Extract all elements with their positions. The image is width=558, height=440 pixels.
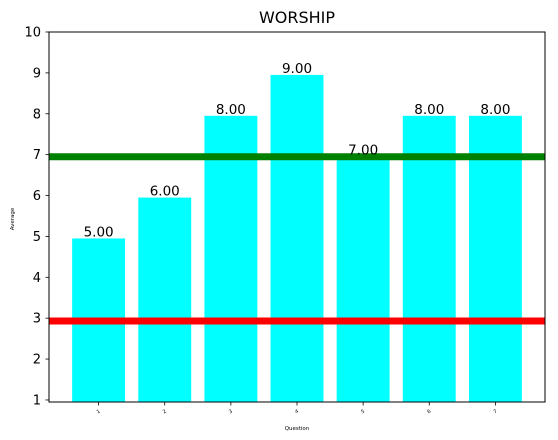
data-label-5: 7.00: [348, 143, 378, 159]
bar-4: [270, 74, 324, 403]
x-tick-label: 7: [493, 409, 499, 416]
y-tick-label: 6: [33, 189, 41, 204]
x-axis-label: Question: [285, 426, 310, 432]
y-tick-label: 3: [33, 312, 41, 327]
y-tick-label: 8: [33, 107, 41, 122]
y-axis-ticks: 1 2 3 4 5 6 7 8 9 10: [24, 26, 49, 408]
y-tick-label: 7: [33, 148, 41, 163]
y-tick-label: 2: [33, 353, 41, 368]
x-tick-label: 2: [162, 409, 168, 416]
bar-6: [402, 115, 456, 402]
x-tick-label: 6: [426, 409, 432, 416]
bars-group: [72, 74, 522, 403]
y-axis-label: Average: [10, 207, 16, 230]
y-tick-label: 9: [33, 66, 41, 81]
x-tick-label: 3: [228, 409, 234, 416]
reference-lines-group: [49, 153, 545, 325]
bar-3: [204, 115, 258, 402]
data-labels-group: 5.00 6.00 8.00 9.00 7.00 8.00 8.00: [84, 61, 511, 241]
y-tick-label: 1: [33, 393, 41, 408]
data-label-2: 6.00: [150, 184, 180, 200]
y-tick-label: 10: [24, 26, 41, 41]
data-label-6: 8.00: [414, 102, 444, 118]
data-label-1: 5.00: [84, 224, 114, 240]
data-label-3: 8.00: [216, 102, 246, 118]
data-label-7: 8.00: [480, 102, 510, 118]
x-tick-label: 1: [96, 409, 102, 416]
bar-2: [138, 197, 192, 402]
x-tick-label: 4: [294, 409, 300, 416]
chart-title: WORSHIP: [259, 8, 335, 27]
data-label-4: 9.00: [282, 61, 312, 77]
bar-7: [468, 115, 522, 402]
bar-5: [336, 156, 390, 402]
y-tick-label: 5: [33, 230, 41, 245]
x-tick-label: 5: [360, 409, 366, 416]
y-tick-label: 4: [33, 271, 41, 286]
x-axis-ticks: 1 2 3 4 5 6 7: [96, 402, 499, 416]
